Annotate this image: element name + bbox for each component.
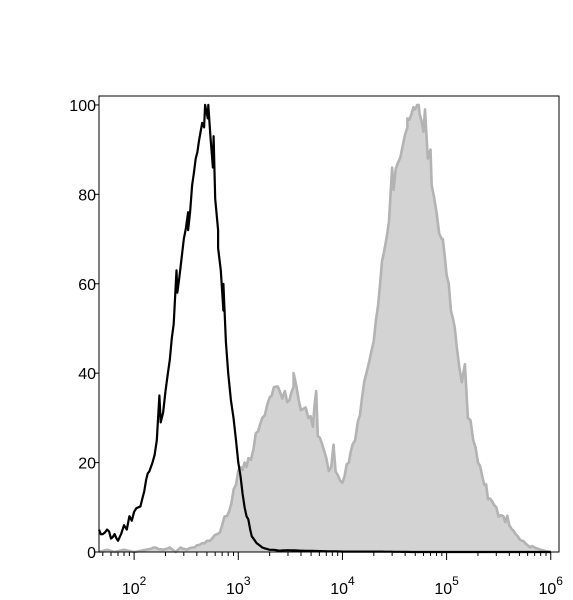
x-tick-label-10-5: 105 [434,574,459,598]
y-tick-label-80: 80 [78,187,96,204]
plot-frame [98,95,560,553]
x-tick-label-10-4: 104 [330,574,355,598]
x-tick-label-10-2: 102 [122,574,147,598]
y-axis: 0 20 40 60 80 100 [69,98,99,562]
y-tick-label-60: 60 [78,277,96,294]
y-tick-label-40: 40 [78,366,96,383]
y-tick-label-0: 0 [87,545,96,562]
y-tick-label-20: 20 [78,456,96,473]
x-axis: 102 103 104 105 106 [102,552,564,598]
y-tick-label-100: 100 [69,98,96,115]
series-layer [97,103,552,554]
x-tick-label-10-6: 106 [539,574,564,598]
series-0-outline [98,103,552,554]
series-0-area [99,104,551,553]
x-tick-label-10-3: 103 [226,574,251,598]
